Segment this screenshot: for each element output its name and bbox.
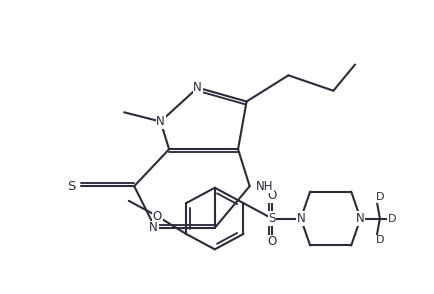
- Text: D: D: [387, 213, 395, 223]
- Text: NH: NH: [255, 180, 273, 193]
- Text: N: N: [193, 81, 202, 94]
- Text: S: S: [67, 180, 75, 193]
- Text: N: N: [149, 221, 158, 234]
- Text: D: D: [375, 192, 384, 202]
- Text: O: O: [267, 235, 276, 248]
- Text: N: N: [156, 115, 164, 128]
- Text: O: O: [267, 189, 276, 202]
- Text: D: D: [375, 235, 384, 245]
- Text: O: O: [152, 210, 162, 223]
- Text: N: N: [355, 212, 364, 225]
- Text: S: S: [268, 212, 275, 225]
- Text: N: N: [296, 212, 305, 225]
